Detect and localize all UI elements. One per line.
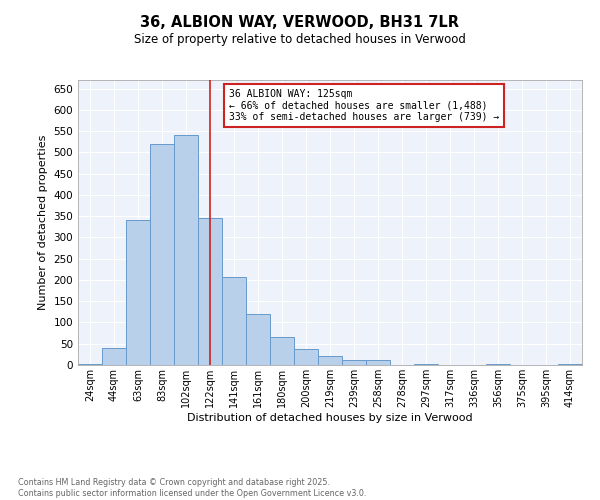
Bar	[126, 220, 150, 365]
Bar	[342, 360, 366, 365]
Text: Contains HM Land Registry data © Crown copyright and database right 2025.
Contai: Contains HM Land Registry data © Crown c…	[18, 478, 367, 498]
X-axis label: Distribution of detached houses by size in Verwood: Distribution of detached houses by size …	[187, 412, 473, 422]
Text: Size of property relative to detached houses in Verwood: Size of property relative to detached ho…	[134, 32, 466, 46]
Bar	[102, 348, 126, 365]
Bar	[414, 364, 438, 365]
Bar	[318, 356, 342, 365]
Bar	[558, 364, 582, 365]
Bar	[294, 350, 318, 365]
Bar	[366, 360, 390, 365]
Bar	[78, 364, 102, 365]
Bar	[486, 364, 510, 365]
Bar	[198, 218, 222, 365]
Bar	[246, 314, 270, 365]
Bar	[270, 338, 294, 365]
Bar	[150, 144, 174, 365]
Bar	[222, 276, 246, 365]
Y-axis label: Number of detached properties: Number of detached properties	[38, 135, 48, 310]
Text: 36, ALBION WAY, VERWOOD, BH31 7LR: 36, ALBION WAY, VERWOOD, BH31 7LR	[140, 15, 460, 30]
Text: 36 ALBION WAY: 125sqm
← 66% of detached houses are smaller (1,488)
33% of semi-d: 36 ALBION WAY: 125sqm ← 66% of detached …	[229, 88, 499, 122]
Bar	[174, 136, 198, 365]
